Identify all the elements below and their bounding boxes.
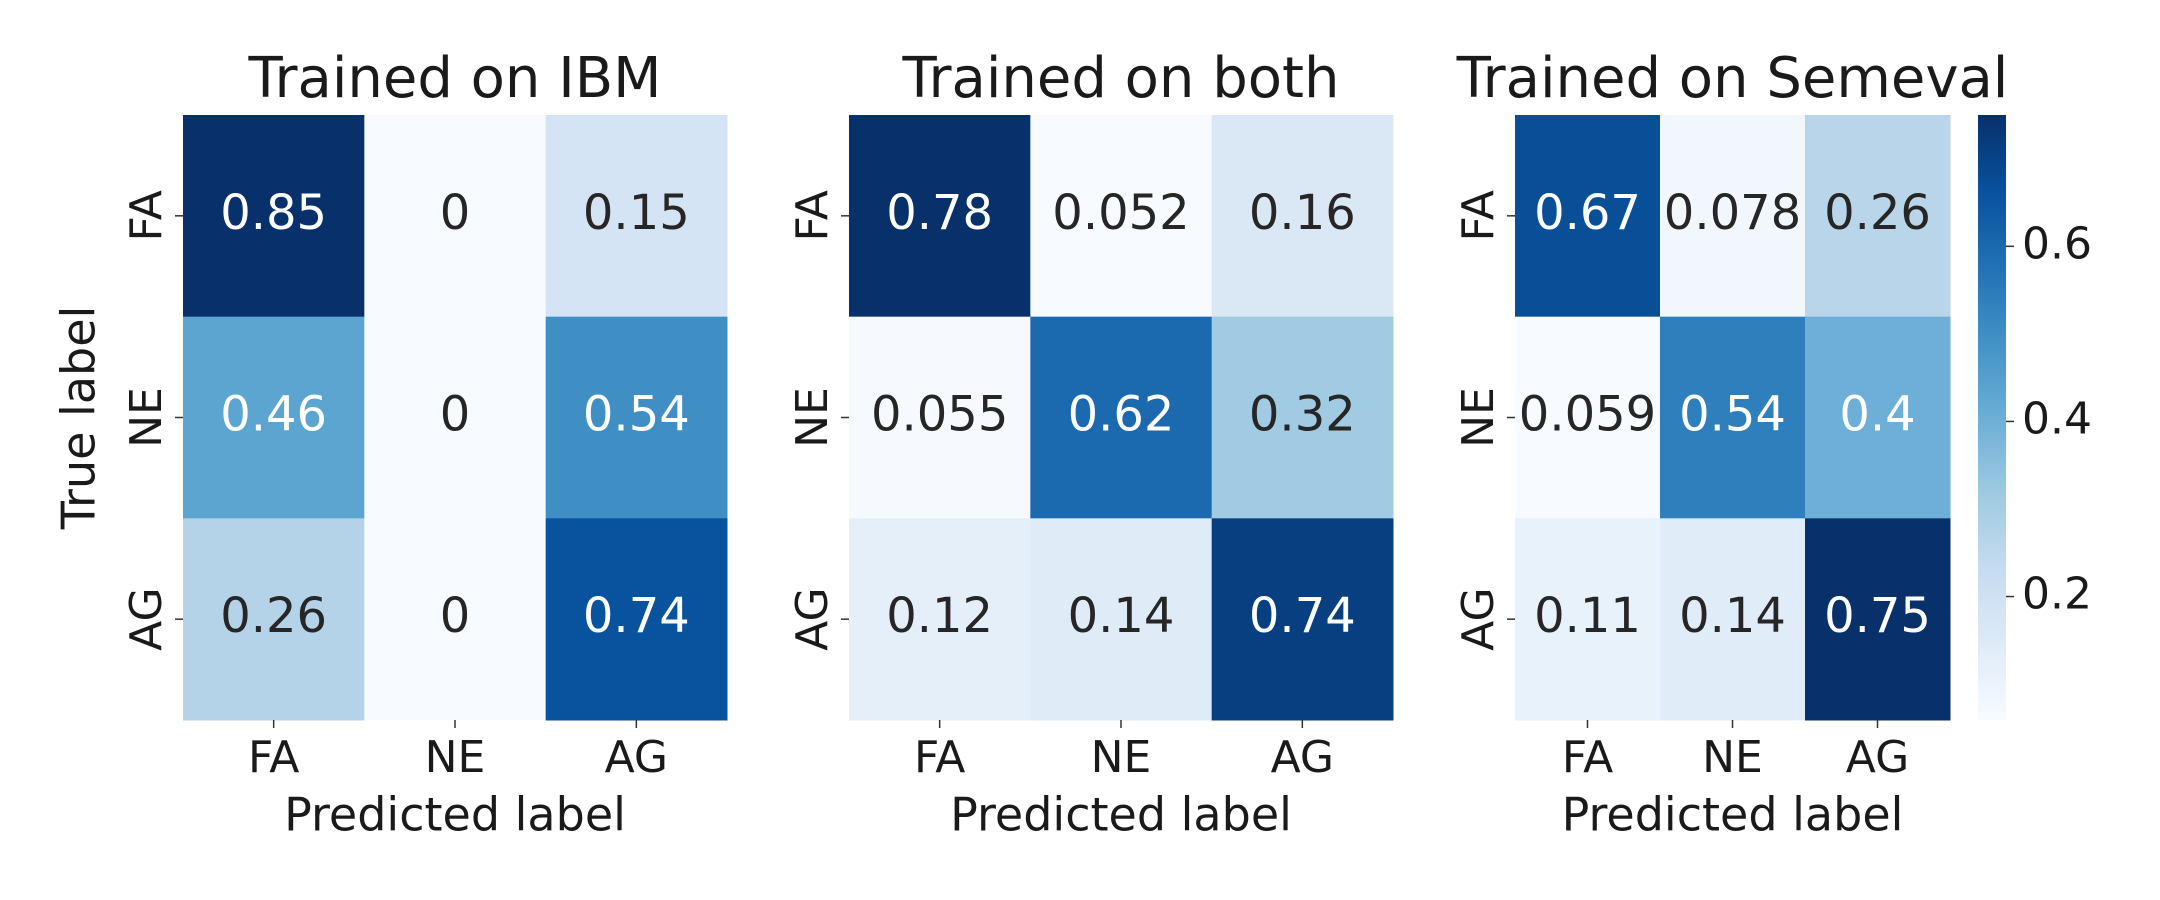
y-tick-label: AG <box>1453 587 1504 650</box>
cell-label: 0.67 <box>1534 185 1641 241</box>
cell-label: 0.052 <box>1052 185 1189 241</box>
x-tick-label: NE <box>1091 732 1152 783</box>
heatmap-cell <box>183 316 365 519</box>
chart-title: Trained on Semeval <box>1456 46 2009 111</box>
cell-label: 0.32 <box>1249 387 1356 443</box>
x-tick-label: FA <box>248 732 299 783</box>
y-tick-label: NE <box>1453 387 1504 448</box>
cell-label: 0.85 <box>220 185 327 241</box>
heatmap-cell <box>1660 316 1806 519</box>
heatmap-cell <box>183 518 365 721</box>
cell-label: 0.26 <box>220 588 327 644</box>
cell-label: 0.54 <box>1679 387 1786 443</box>
y-tick-label: FA <box>1453 190 1504 241</box>
cell-label: 0.74 <box>583 588 690 644</box>
heatmap-cell <box>849 115 1031 318</box>
heatmap-cell <box>364 518 547 721</box>
y-tick-label: NE <box>121 387 172 448</box>
heatmap-cell <box>1805 518 1951 721</box>
y-tick-label: AG <box>121 587 172 650</box>
heatmap-cell <box>545 518 728 721</box>
x-tick-label: AG <box>1846 732 1909 783</box>
cell-label: 0.74 <box>1249 588 1356 644</box>
x-axis-label: Predicted label <box>950 788 1292 842</box>
heatmap-cell <box>849 518 1031 721</box>
x-tick-label: AG <box>605 732 668 783</box>
cell-label: 0.15 <box>583 185 690 241</box>
heatmap-cell <box>1660 115 1806 318</box>
heatmap-cell <box>545 115 728 318</box>
heatmap-cell <box>1805 316 1951 519</box>
cell-label: 0.14 <box>1679 588 1786 644</box>
heatmap-cell <box>849 316 1031 519</box>
cell-label: 0.78 <box>886 185 993 241</box>
x-tick-label: AG <box>1271 732 1334 783</box>
cell-label: 0.4 <box>1839 387 1915 443</box>
x-tick-label: NE <box>1702 732 1763 783</box>
heatmap-cell <box>1211 316 1394 519</box>
heatmap-cell <box>1030 518 1213 721</box>
heatmap-cell <box>364 115 547 318</box>
colorbar-tick-label: 0.6 <box>2022 218 2092 269</box>
heatmap-cell <box>1211 115 1394 318</box>
heatmap-cell <box>1515 316 1661 519</box>
cell-label: 0.16 <box>1249 185 1356 241</box>
y-tick-label: NE <box>787 387 838 448</box>
x-tick-label: FA <box>1562 732 1613 783</box>
x-axis-label: Predicted label <box>284 788 626 842</box>
heatmap-cell <box>1030 316 1213 519</box>
cell-label: 0 <box>440 185 471 241</box>
heatmap-cell <box>1660 518 1806 721</box>
cell-label: 0.12 <box>886 588 993 644</box>
heatmap-cell <box>1515 518 1661 721</box>
heatmap-cell <box>364 316 547 519</box>
x-axis-label: Predicted label <box>1562 788 1904 842</box>
heatmap-cell <box>183 115 365 318</box>
y-axis-label: True label <box>52 306 106 531</box>
cell-label: 0.46 <box>220 387 327 443</box>
heatmap-cell <box>1805 115 1951 318</box>
cell-label: 0 <box>440 387 471 443</box>
cell-label: 0.055 <box>871 387 1008 443</box>
colorbar <box>1978 115 2006 720</box>
chart-title: Trained on IBM <box>248 46 662 111</box>
heatmap-cell <box>545 316 728 519</box>
y-tick-label: FA <box>787 190 838 241</box>
cell-label: 0.059 <box>1519 387 1656 443</box>
y-tick-label: AG <box>787 587 838 650</box>
cell-label: 0.078 <box>1664 185 1801 241</box>
cell-label: 0.14 <box>1068 588 1175 644</box>
cell-label: 0.54 <box>583 387 690 443</box>
cell-label: 0 <box>440 588 471 644</box>
cell-label: 0.11 <box>1534 588 1641 644</box>
heatmap-cell <box>1211 518 1394 721</box>
cell-label: 0.26 <box>1824 185 1931 241</box>
y-tick-label: FA <box>121 190 172 241</box>
x-tick-label: FA <box>914 732 965 783</box>
colorbar-tick-label: 0.2 <box>2022 569 2092 620</box>
heatmap-cell <box>1030 115 1213 318</box>
cell-label: 0.62 <box>1068 387 1175 443</box>
cell-label: 0.75 <box>1824 588 1931 644</box>
x-tick-label: NE <box>425 732 486 783</box>
colorbar-tick-label: 0.4 <box>2022 393 2092 444</box>
chart-title: Trained on both <box>902 46 1340 111</box>
heatmap-cell <box>1515 115 1661 318</box>
